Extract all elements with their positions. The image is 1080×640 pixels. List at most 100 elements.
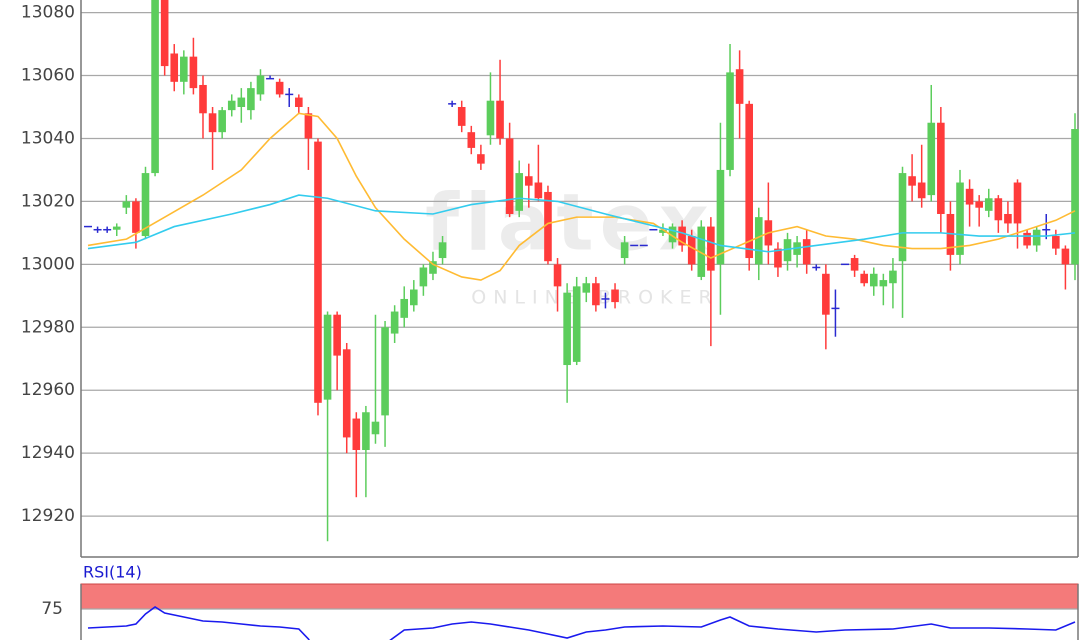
moving-average-line xyxy=(87,112,1076,281)
candle-body xyxy=(477,154,485,164)
candle-body xyxy=(774,248,782,268)
candle-body xyxy=(994,198,1003,221)
candle-body xyxy=(429,261,437,274)
overbought-band xyxy=(80,583,1079,610)
candle-body xyxy=(917,182,926,199)
candle-body xyxy=(122,201,131,208)
candle-body xyxy=(180,56,188,82)
candle-body xyxy=(572,286,581,362)
y-tick-label: 13000 xyxy=(21,254,75,274)
candle-body xyxy=(592,283,600,306)
candle-body xyxy=(237,97,246,107)
candle-body xyxy=(707,226,715,271)
candle-body xyxy=(726,72,734,170)
candle-body xyxy=(879,280,888,287)
candle-body xyxy=(362,412,370,451)
candle-body xyxy=(1032,229,1041,246)
candle-body xyxy=(735,69,744,104)
candle-body xyxy=(515,173,524,211)
y-tick-label: 13060 xyxy=(21,66,75,86)
candle-body xyxy=(132,201,140,233)
candle-body xyxy=(659,229,667,233)
candle-body xyxy=(869,273,878,287)
candle-body xyxy=(333,314,341,356)
candle-body xyxy=(247,88,255,111)
candle-body xyxy=(342,349,351,438)
candle-body xyxy=(314,141,322,403)
candle-body xyxy=(352,418,361,451)
candle-body xyxy=(1071,129,1079,265)
candle-body xyxy=(937,122,945,214)
candle-body xyxy=(208,113,217,133)
candle-body xyxy=(534,182,543,199)
y-tick-label: 12980 xyxy=(21,317,75,337)
candle-body xyxy=(1052,236,1060,249)
candle-body xyxy=(544,191,552,262)
y-tick-label: 13020 xyxy=(21,191,75,211)
candle-body xyxy=(467,132,476,148)
candle-body xyxy=(496,100,504,139)
candle-body xyxy=(390,311,399,334)
y-tick-label: 13040 xyxy=(21,128,75,148)
candle-body xyxy=(1023,232,1031,246)
candle-body xyxy=(151,0,159,174)
watermark-subtitle: ONLINE BROKER xyxy=(471,287,718,309)
candle-body xyxy=(687,236,696,265)
moving-average-line xyxy=(87,194,1076,253)
candle-body xyxy=(381,327,389,416)
candle-body xyxy=(400,298,409,318)
candle-body xyxy=(170,53,179,82)
candle-body xyxy=(850,258,859,271)
candle-body xyxy=(524,176,533,186)
candle-body xyxy=(754,217,763,265)
candle-body xyxy=(1013,182,1022,224)
candle-body xyxy=(898,173,907,262)
candle-body xyxy=(189,56,198,89)
candle-body xyxy=(716,169,725,265)
candle-body xyxy=(218,110,226,133)
candle-body xyxy=(304,113,313,139)
rsi-clip-group xyxy=(87,606,1076,640)
candle-body xyxy=(860,273,868,284)
candle-body xyxy=(611,289,619,303)
candle-body xyxy=(582,283,591,293)
candle-body xyxy=(822,273,830,315)
candle-body xyxy=(620,242,629,259)
candle-body xyxy=(112,226,121,230)
candle-body xyxy=(965,188,974,205)
indicator-title: RSI(14) xyxy=(83,563,142,582)
candle-body xyxy=(295,97,303,107)
candle-body xyxy=(1004,213,1012,224)
y-tick-label: 12920 xyxy=(21,506,75,526)
y-tick-label: 13080 xyxy=(21,3,75,23)
candle-body xyxy=(745,103,753,259)
y-tick-label: 12940 xyxy=(21,443,75,463)
candle-body xyxy=(889,270,897,284)
candle-body xyxy=(419,267,428,287)
candle-body xyxy=(199,84,207,114)
candle-body xyxy=(275,81,284,95)
candle-body xyxy=(553,264,562,287)
candle-body xyxy=(697,226,706,277)
candle-body xyxy=(927,122,936,196)
candle-body xyxy=(323,314,332,400)
candle-body xyxy=(678,226,686,246)
y-tick-label: 75 xyxy=(41,599,63,619)
candle-body xyxy=(668,226,677,243)
candle-body xyxy=(783,239,792,262)
y-tick-label: 12960 xyxy=(21,380,75,400)
candle-body xyxy=(486,100,495,136)
candle-body xyxy=(160,0,169,67)
candle-body xyxy=(256,75,265,95)
candle-body xyxy=(563,292,571,366)
candle-body xyxy=(956,182,964,255)
candle-body xyxy=(975,201,983,208)
watermark: flatex xyxy=(425,178,715,268)
candle-body xyxy=(457,106,466,126)
candle-body xyxy=(505,138,514,214)
candle-body xyxy=(984,198,993,211)
candle-body xyxy=(141,173,150,237)
